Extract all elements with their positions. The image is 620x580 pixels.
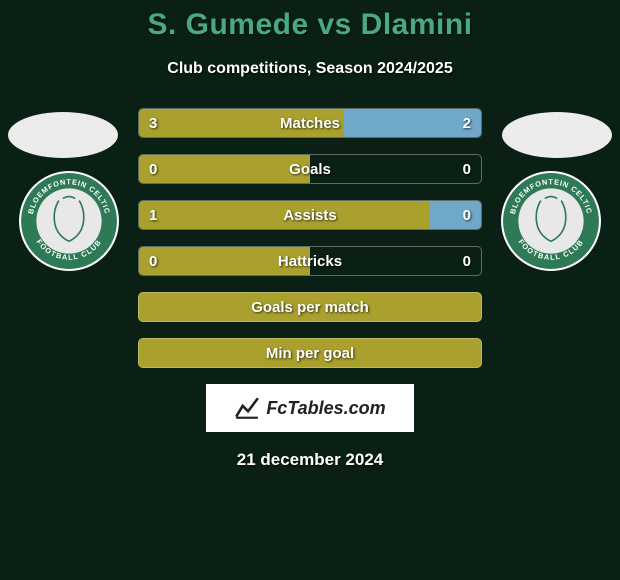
summary-label: Min per goal bbox=[266, 345, 354, 362]
club-badge-right: BLOEMFONTEIN CELTIC FOOTBALL CLUB bbox=[500, 170, 602, 272]
chart-icon bbox=[234, 395, 260, 421]
summary-row-goals-per-match: Goals per match bbox=[138, 292, 482, 322]
player-avatar-left bbox=[8, 112, 118, 158]
stat-row-matches: 3 Matches 2 bbox=[138, 108, 482, 138]
stat-row-hattricks: 0 Hattricks 0 bbox=[138, 246, 482, 276]
stat-label: Hattricks bbox=[139, 247, 481, 275]
brand-text: FcTables.com bbox=[266, 398, 385, 419]
stat-value-right: 0 bbox=[453, 247, 481, 275]
stats-panel: 3 Matches 2 0 Goals 0 1 Assists 0 0 Hatt… bbox=[138, 108, 482, 368]
stat-label: Matches bbox=[139, 109, 481, 137]
date-label: 21 december 2024 bbox=[0, 450, 620, 470]
stat-value-right: 0 bbox=[453, 201, 481, 229]
player-avatar-right bbox=[502, 112, 612, 158]
stat-label: Assists bbox=[139, 201, 481, 229]
stat-row-goals: 0 Goals 0 bbox=[138, 154, 482, 184]
stat-value-right: 2 bbox=[453, 109, 481, 137]
stat-value-right: 0 bbox=[453, 155, 481, 183]
page-title: S. Gumede vs Dlamini bbox=[0, 8, 620, 42]
subtitle: Club competitions, Season 2024/2025 bbox=[0, 60, 620, 78]
summary-label: Goals per match bbox=[251, 299, 369, 316]
stat-row-assists: 1 Assists 0 bbox=[138, 200, 482, 230]
summary-row-min-per-goal: Min per goal bbox=[138, 338, 482, 368]
stat-label: Goals bbox=[139, 155, 481, 183]
brand-logo[interactable]: FcTables.com bbox=[206, 384, 414, 432]
club-badge-left: BLOEMFONTEIN CELTIC FOOTBALL CLUB bbox=[18, 170, 120, 272]
